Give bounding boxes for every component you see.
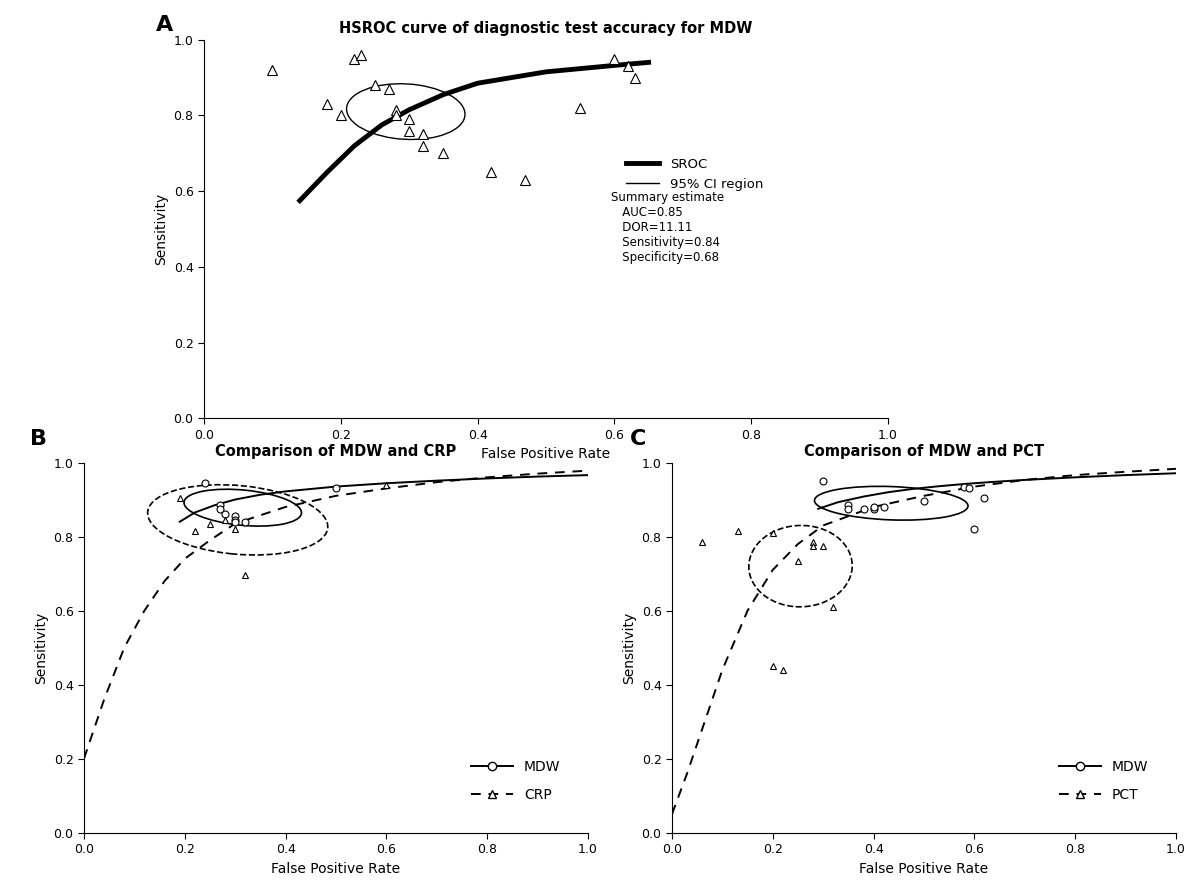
Text: A: A xyxy=(156,15,173,35)
Title: Comparison of MDW and CRP: Comparison of MDW and CRP xyxy=(215,443,457,459)
Y-axis label: Sensitivity: Sensitivity xyxy=(622,611,636,684)
Y-axis label: Sensitivity: Sensitivity xyxy=(34,611,48,684)
Text: Summary estimate
   AUC=0.85
   DOR=11.11
   Sensitivity=0.84
   Specificity=0.6: Summary estimate AUC=0.85 DOR=11.11 Sens… xyxy=(611,191,724,264)
Title: HSROC curve of diagnostic test accuracy for MDW: HSROC curve of diagnostic test accuracy … xyxy=(340,20,752,36)
Y-axis label: Sensitivity: Sensitivity xyxy=(154,193,168,265)
Legend: SROC, 95% CI region: SROC, 95% CI region xyxy=(620,152,768,196)
Legend: MDW, CRP: MDW, CRP xyxy=(466,754,566,807)
X-axis label: False Positive Rate: False Positive Rate xyxy=(271,862,401,876)
X-axis label: False Positive Rate: False Positive Rate xyxy=(859,862,989,876)
Title: Comparison of MDW and PCT: Comparison of MDW and PCT xyxy=(804,443,1044,459)
Legend: MDW, PCT: MDW, PCT xyxy=(1054,754,1154,807)
X-axis label: False Positive Rate: False Positive Rate xyxy=(481,448,611,462)
Text: C: C xyxy=(630,429,647,449)
Text: B: B xyxy=(30,429,47,449)
